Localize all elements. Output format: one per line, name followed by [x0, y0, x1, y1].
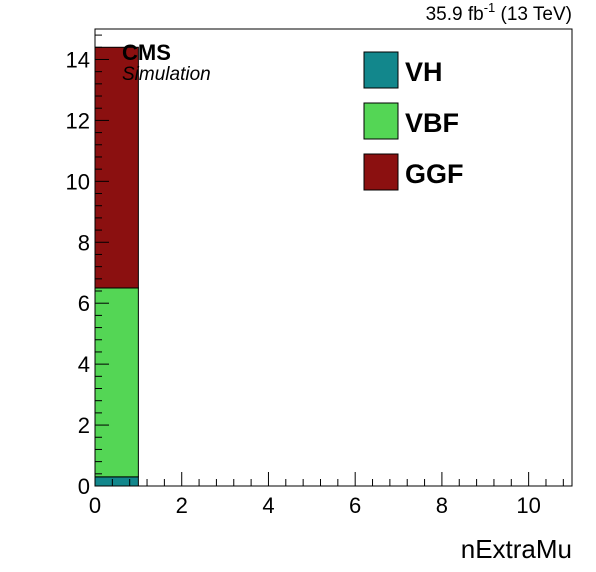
legend-swatch-vbf: [363, 102, 399, 140]
y-axis-ticks: [95, 34, 109, 487]
stacked-bars: [94, 46, 139, 487]
y-tick-label-10: 10: [66, 169, 90, 194]
x-axis-title: nExtraMu: [461, 534, 572, 564]
legend: VH VBF GGF: [363, 51, 464, 191]
x-tick-label-8: 8: [436, 493, 448, 518]
lumi-superscript: -1: [484, 0, 496, 15]
y-tick-label-6: 6: [78, 291, 90, 316]
y-tick-label-12: 12: [66, 108, 90, 133]
plot-frame: [94, 28, 573, 487]
legend-label-vh: VH: [405, 57, 443, 87]
y-tick-labels: 0 2 4 6 8 10 12 14: [66, 47, 90, 499]
energy-label: (13 TeV): [495, 4, 572, 25]
legend-label-ggf: GGF: [405, 159, 464, 189]
simulation-label: Simulation: [122, 64, 211, 85]
x-tick-label-6: 6: [349, 493, 361, 518]
legend-swatch-ggf: [363, 153, 399, 191]
bar-vbf-bin-0: [94, 287, 139, 478]
x-tick-label-0: 0: [89, 493, 101, 518]
legend-swatch-vh: [363, 51, 399, 89]
x-tick-label-4: 4: [262, 493, 274, 518]
y-tick-label-0: 0: [78, 474, 90, 499]
lumi-label: 35.9 fb-1 (13 TeV): [426, 0, 572, 25]
x-tick-label-2: 2: [176, 493, 188, 518]
bar-vh-bin-0: [94, 476, 139, 487]
x-axis-ticks: [94, 472, 564, 486]
y-tick-label-2: 2: [78, 413, 90, 438]
y-tick-label-4: 4: [78, 352, 90, 377]
y-tick-label-8: 8: [78, 230, 90, 255]
x-tick-labels: 0 2 4 6 8 10: [89, 493, 541, 518]
legend-label-vbf: VBF: [405, 108, 459, 138]
y-tick-label-14: 14: [66, 47, 90, 72]
x-tick-label-10: 10: [516, 493, 540, 518]
bar-ggf-bin-0: [94, 46, 139, 289]
cms-label: CMS: [122, 40, 171, 65]
lumi-value: 35.9 fb: [426, 4, 484, 25]
